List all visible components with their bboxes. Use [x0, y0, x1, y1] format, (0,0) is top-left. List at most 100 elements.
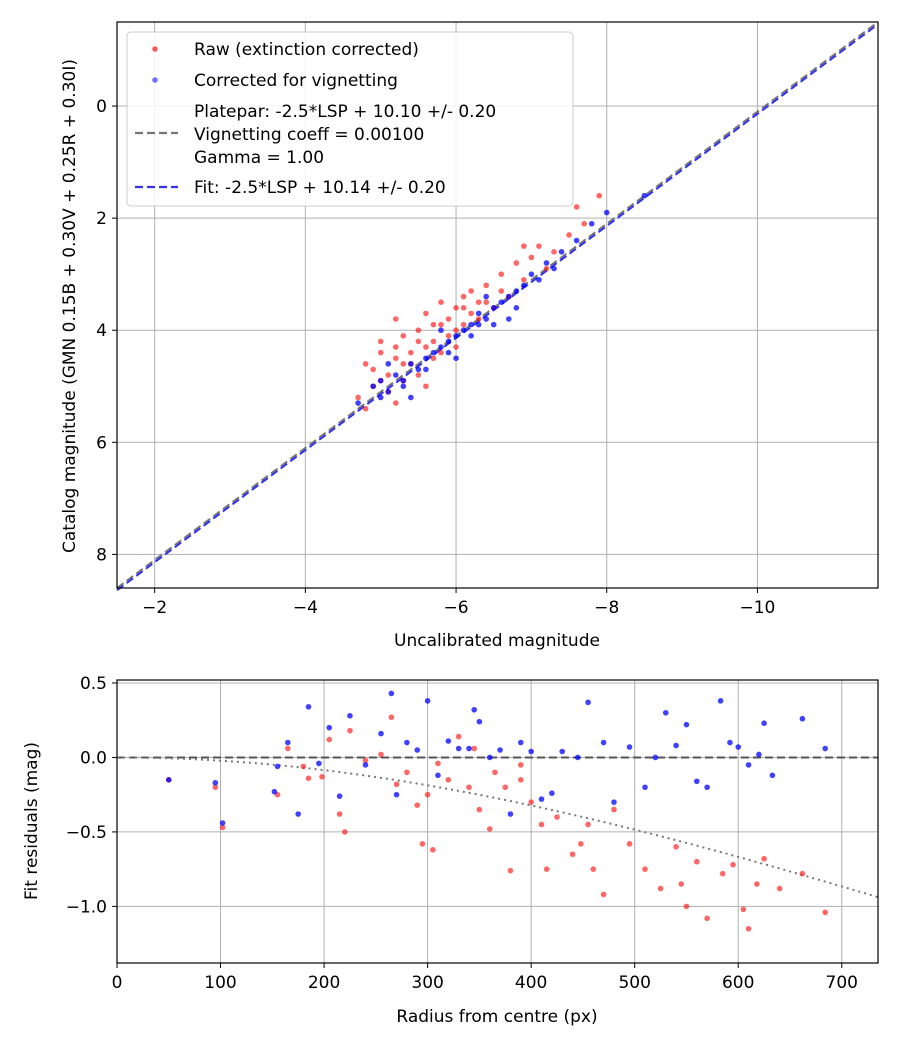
corrected-point	[347, 712, 353, 719]
raw-point	[435, 760, 441, 767]
raw-point	[483, 299, 489, 305]
corrected-point	[745, 762, 752, 768]
line-platepar-2-5-lsp-10-10-0-20	[116, 21, 879, 589]
raw-point	[585, 821, 591, 828]
corrected-point	[626, 744, 633, 750]
corrected-point	[521, 282, 527, 289]
raw-point	[642, 866, 648, 872]
corrected-point	[513, 288, 520, 294]
corrected-point	[603, 209, 610, 216]
raw-point	[590, 866, 597, 872]
legend-fit-label: Fit: -2.5*LSP + 10.14 +/- 0.20	[194, 178, 446, 198]
corrected-point	[165, 776, 172, 783]
top-x-axis-label: Uncalibrated magnitude	[394, 631, 600, 651]
raw-point	[761, 855, 767, 862]
corrected-point	[455, 745, 462, 752]
raw-point	[521, 243, 527, 249]
bottom-plot: 0 100 200 300 400 500 600 700 0.5 0.0 −0.5 −1.0 Rad…	[22, 674, 879, 1027]
corrected-point	[641, 192, 648, 199]
corrected-point	[377, 394, 384, 401]
corrected-point	[574, 754, 581, 761]
corrected-point	[400, 377, 407, 384]
x-tick-label: −4	[293, 598, 318, 618]
raw-point	[445, 333, 452, 339]
raw-point	[460, 305, 467, 311]
corrected-point	[652, 754, 659, 761]
raw-point	[528, 254, 535, 261]
corrected-point	[326, 724, 333, 731]
raw-point	[438, 299, 444, 305]
corrected-point	[271, 788, 278, 795]
corrected-point	[438, 327, 444, 334]
top-ticks: −2 −4 −6 −8 −10 0 2 4 6 8	[96, 97, 775, 618]
raw-point	[336, 811, 343, 817]
raw-point	[392, 355, 399, 362]
raw-point	[415, 338, 422, 345]
raw-point	[400, 361, 407, 367]
corrected-point	[756, 751, 762, 758]
x-tick-label: 0	[112, 973, 123, 993]
bottom-reference-lines	[116, 756, 879, 899]
corrected-point	[414, 747, 421, 753]
raw-point	[730, 861, 736, 868]
corrected-point	[385, 389, 392, 395]
raw-point	[429, 847, 436, 853]
corrected-point	[400, 383, 407, 390]
raw-point	[740, 906, 747, 913]
corrected-point	[468, 333, 474, 339]
bottom-plot-background	[117, 680, 878, 963]
raw-point	[370, 366, 376, 373]
raw-point	[423, 383, 429, 390]
x-tick-label: −8	[594, 598, 619, 618]
raw-point	[745, 925, 752, 932]
raw-point	[528, 799, 534, 805]
raw-point	[392, 344, 399, 350]
corrected-point	[466, 745, 472, 752]
raw-point	[430, 355, 437, 362]
line-vignetting-model	[116, 756, 879, 899]
corrected-point	[378, 730, 384, 737]
raw-point	[538, 821, 545, 828]
raw-point	[521, 276, 527, 283]
corrected-point	[611, 799, 617, 805]
corrected-point	[377, 377, 384, 384]
corrected-point	[558, 248, 565, 255]
raw-point	[776, 885, 783, 892]
corrected-point	[285, 739, 291, 746]
bottom-y-axis-label: Fit residuals (mag)	[22, 742, 42, 900]
raw-point	[517, 776, 524, 783]
raw-point	[683, 903, 690, 910]
raw-point	[430, 338, 437, 345]
y-tick-label: 0	[96, 97, 107, 117]
raw-point	[475, 299, 482, 305]
raw-point	[300, 763, 307, 770]
raw-point	[377, 338, 384, 345]
raw-point	[445, 316, 452, 322]
raw-point	[388, 714, 395, 721]
legend-raw-label: Raw (extinction corrected)	[194, 40, 419, 60]
corrected-point	[435, 772, 441, 779]
raw-point	[754, 881, 760, 887]
raw-point	[471, 745, 478, 752]
raw-point	[378, 751, 384, 758]
corrected-point	[761, 720, 767, 726]
raw-point	[438, 321, 444, 328]
corrected-point	[445, 338, 452, 345]
corrected-point	[408, 361, 414, 367]
corrected-point	[370, 383, 376, 390]
raw-point	[517, 762, 524, 768]
corrected-point	[336, 793, 343, 799]
corrected-point	[490, 321, 497, 328]
corrected-point	[423, 355, 429, 362]
corrected-point	[727, 739, 733, 746]
corrected-point	[735, 744, 742, 750]
corrected-point	[486, 754, 493, 761]
bottom-x-axis-label: Radius from centre (px)	[396, 1007, 597, 1027]
raw-point	[704, 915, 710, 922]
corrected-point	[559, 748, 566, 755]
top-plot-frame	[116, 21, 879, 589]
legend-gamma-label: Gamma = 1.00	[194, 148, 324, 168]
corrected-point	[475, 321, 482, 328]
corrected-point	[822, 745, 828, 752]
